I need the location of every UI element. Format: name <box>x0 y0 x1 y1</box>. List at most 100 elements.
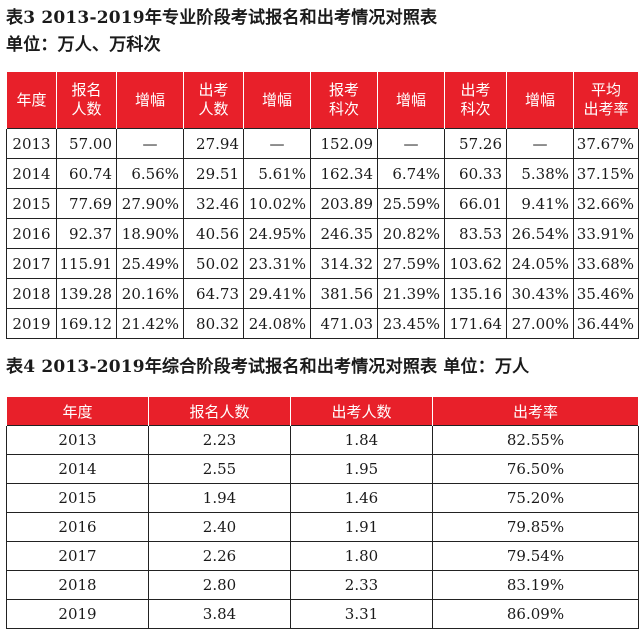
table3-header-text: 增幅 <box>134 90 165 109</box>
table4-body: 2013 2.23 1.84 82.55% 2014 2.55 1.95 76.50% 2015… <box>6 425 639 629</box>
table3-cell: 27.90% <box>116 188 184 219</box>
table4-cell: 1.95 <box>290 454 433 484</box>
table3-title: 表3 2013-2019年专业阶段考试报名和出考情况对照表 <box>6 8 438 28</box>
table4-row: 2014 2.55 1.95 76.50% <box>6 454 639 484</box>
table4-row: 2016 2.40 1.91 79.85% <box>6 512 639 542</box>
table3-header-cell: 报名 人数 <box>56 72 117 129</box>
table4-header-row: 年度 报名人数 出考人数 出考率 <box>6 397 639 426</box>
table3-cell: 60.74 <box>56 158 117 189</box>
table4-cell: 1.80 <box>290 541 433 571</box>
table3-cell: 18.90% <box>116 218 184 249</box>
table3-cell: 50.02 <box>183 248 244 279</box>
table3-cell: 10.02% <box>243 188 311 219</box>
table3-cell: 33.68% <box>573 248 639 279</box>
table3-header-text: 人数 <box>71 100 102 118</box>
table4-cell: 79.54% <box>432 541 639 571</box>
table3-header-text: 增幅 <box>395 90 426 109</box>
table4-cell: 2.80 <box>148 570 291 600</box>
table4-cell: 2017 <box>6 541 149 571</box>
table4-cell: 75.20% <box>432 483 639 513</box>
table3-cell: 23.45% <box>377 308 445 339</box>
table3-row: 2014 60.74 6.56% 29.51 5.61% 162.34 6.74% 60.33… <box>6 158 639 189</box>
table3-cell: 40.56 <box>183 218 244 249</box>
table3-cell: 92.37 <box>56 218 117 249</box>
table3-cell: 2014 <box>6 158 57 189</box>
table3-cell: 25.59% <box>377 188 445 219</box>
table4-header-cell: 出考率 <box>432 397 639 426</box>
table3-cell: 21.39% <box>377 278 445 309</box>
table4-cell: 2015 <box>6 483 149 513</box>
table4-cell: 2018 <box>6 570 149 600</box>
table3-cell: 2013 <box>6 128 57 159</box>
table4-cell: 2.26 <box>148 541 291 571</box>
table3-cell: 29.41% <box>243 278 311 309</box>
table3-header-text: 报考 <box>328 81 359 99</box>
table3-cell: 152.09 <box>310 128 378 159</box>
table4-row: 2019 3.84 3.31 86.09% <box>6 599 639 629</box>
table3-cell: 24.95% <box>243 218 311 249</box>
table3-cell: 37.15% <box>573 158 639 189</box>
table3-header-text: 出考 <box>198 81 229 99</box>
table3-cell: 24.08% <box>243 308 311 339</box>
table4-header-cell: 报名人数 <box>148 397 291 426</box>
table3-row: 2017 115.91 25.49% 50.02 23.31% 314.32 27.59% 1… <box>6 248 639 279</box>
table3-cell: 6.74% <box>377 158 445 189</box>
table4-cell: 1.84 <box>290 425 433 455</box>
table3-cell: 139.28 <box>56 278 117 309</box>
table3-cell: 27.00% <box>506 308 574 339</box>
table4-cell: 3.31 <box>290 599 433 629</box>
table3-header-cell: 增幅 <box>116 72 184 129</box>
table3: 年度 报名 人数 增幅 出考 人数 增幅 报考 科次 增幅 出考 科次 增幅 平均 出考率 2013 57.0… <box>6 72 639 339</box>
table3-cell: 27.94 <box>183 128 244 159</box>
table3-cell: — <box>377 128 445 159</box>
table3-cell: 5.38% <box>506 158 574 189</box>
table3-header-cell: 增幅 <box>377 72 445 129</box>
table3-header-cell: 增幅 <box>243 72 311 129</box>
table4: 年度 报名人数 出考人数 出考率 2013 2.23 1.84 82.55% 2014 2.55… <box>6 397 639 629</box>
table3-cell: 27.59% <box>377 248 445 279</box>
table3-header-text: 出考 <box>460 81 491 99</box>
table3-row: 2015 77.69 27.90% 32.46 10.02% 203.89 25.59% 66… <box>6 188 639 219</box>
table4-row: 2017 2.26 1.80 79.54% <box>6 541 639 571</box>
table3-row: 2018 139.28 20.16% 64.73 29.41% 381.56 21.39% 1… <box>6 278 639 309</box>
table4-cell: 2.23 <box>148 425 291 455</box>
table4-cell: 2.40 <box>148 512 291 542</box>
table3-cell: 57.00 <box>56 128 117 159</box>
table3-cell: 25.49% <box>116 248 184 279</box>
table3-cell: 83.53 <box>444 218 507 249</box>
table4-cell: 83.19% <box>432 570 639 600</box>
table3-cell: 5.61% <box>243 158 311 189</box>
table3-row: 2016 92.37 18.90% 40.56 24.95% 246.35 20.82% 83… <box>6 218 639 249</box>
table3-cell: 80.32 <box>183 308 244 339</box>
table4-header-cell: 年度 <box>6 397 149 426</box>
table3-cell: 64.73 <box>183 278 244 309</box>
table3-header-cell: 平均 出考率 <box>573 72 639 129</box>
table3-header-text: 报名 <box>71 81 102 99</box>
table3-cell: 30.43% <box>506 278 574 309</box>
table4-title: 表4 2013-2019年综合阶段考试报名和出考情况对照表 单位：万人 <box>6 357 530 377</box>
table4-cell: 2014 <box>6 454 149 484</box>
table3-header-cell: 报考 科次 <box>310 72 378 129</box>
table3-row: 2019 169.12 21.42% 80.32 24.08% 471.03 23.45% 1… <box>6 308 639 339</box>
table4-cell: 1.91 <box>290 512 433 542</box>
table4-cell: 82.55% <box>432 425 639 455</box>
table3-cell: 21.42% <box>116 308 184 339</box>
table4-cell: 86.09% <box>432 599 639 629</box>
table3-header-text: 增幅 <box>261 90 292 109</box>
table3-cell: 29.51 <box>183 158 244 189</box>
table3-cell: 2016 <box>6 218 57 249</box>
table3-header-text: 科次 <box>328 100 359 118</box>
table3-cell: 314.32 <box>310 248 378 279</box>
table3-cell: 33.91% <box>573 218 639 249</box>
table3-header-text: 出考率 <box>583 100 629 118</box>
table3-row: 2013 57.00—27.94—152.09—57.26—37.67% <box>6 128 639 159</box>
table4-row: 2013 2.23 1.84 82.55% <box>6 425 639 455</box>
table4-cell: 2019 <box>6 599 149 629</box>
table3-header-cell: 年度 <box>6 72 57 129</box>
table4-row: 2018 2.80 2.33 83.19% <box>6 570 639 600</box>
table4-cell: 3.84 <box>148 599 291 629</box>
table3-cell: 169.12 <box>56 308 117 339</box>
table3-cell: 2015 <box>6 188 57 219</box>
table4-cell: 2.33 <box>290 570 433 600</box>
table3-cell: 24.05% <box>506 248 574 279</box>
